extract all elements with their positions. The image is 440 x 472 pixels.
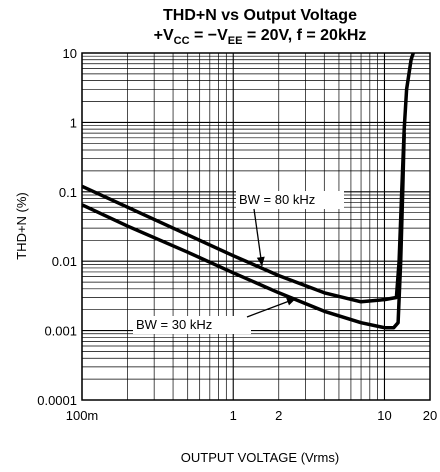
x-axis-label: OUTPUT VOLTAGE (Vrms) <box>181 450 339 465</box>
annotation-leader-line <box>253 208 263 267</box>
chart-title-line2: +VCC = −VEE = 20V, f = 20kHz <box>154 27 367 47</box>
y-tick-label: 0.0001 <box>37 393 77 408</box>
annotation-background <box>133 316 251 334</box>
plot-frame <box>81 52 431 401</box>
y-tick-label: 10 <box>63 46 77 61</box>
title-part-1: +V <box>154 27 174 44</box>
annotation-label: BW = 30 kHz <box>136 317 212 332</box>
tick-labels: 100m 1 2 10 20 0.0001 0.001 0.01 0.1 1 10 <box>37 46 437 423</box>
y-tick-label: 0.1 <box>59 185 77 200</box>
annotation-arrowhead <box>256 256 265 267</box>
annotation-label: BW = 80 kHz <box>239 192 315 207</box>
grid <box>81 53 431 401</box>
x-tick-label: 10 <box>377 408 391 423</box>
chart-title-line1: THD+N vs Output Voltage <box>163 7 357 24</box>
title-part-5: = 20V, f = 20kHz <box>242 27 366 44</box>
title-subscript-ee: EE <box>228 35 243 47</box>
x-tick-label: 100m <box>66 408 99 423</box>
x-tick-label: 20 <box>423 408 437 423</box>
title-part-3: = −V <box>190 27 229 44</box>
series-line-1 <box>81 52 415 304</box>
annotations: BW = 80 kHz BW = 30 kHz <box>133 191 344 334</box>
x-tick-label: 2 <box>275 408 282 423</box>
y-tick-label: 1 <box>70 115 77 130</box>
y-tick-label: 0.01 <box>52 254 77 269</box>
y-axis-label: THD+N (%) <box>14 192 29 260</box>
y-tick-label: 0.001 <box>44 324 77 339</box>
title-subscript-cc: CC <box>174 35 190 47</box>
annotation-arrowhead <box>286 297 296 306</box>
x-tick-label: 1 <box>230 408 237 423</box>
series-layer <box>81 52 415 330</box>
annotation-background <box>236 191 344 209</box>
series-line-2 <box>81 133 406 330</box>
